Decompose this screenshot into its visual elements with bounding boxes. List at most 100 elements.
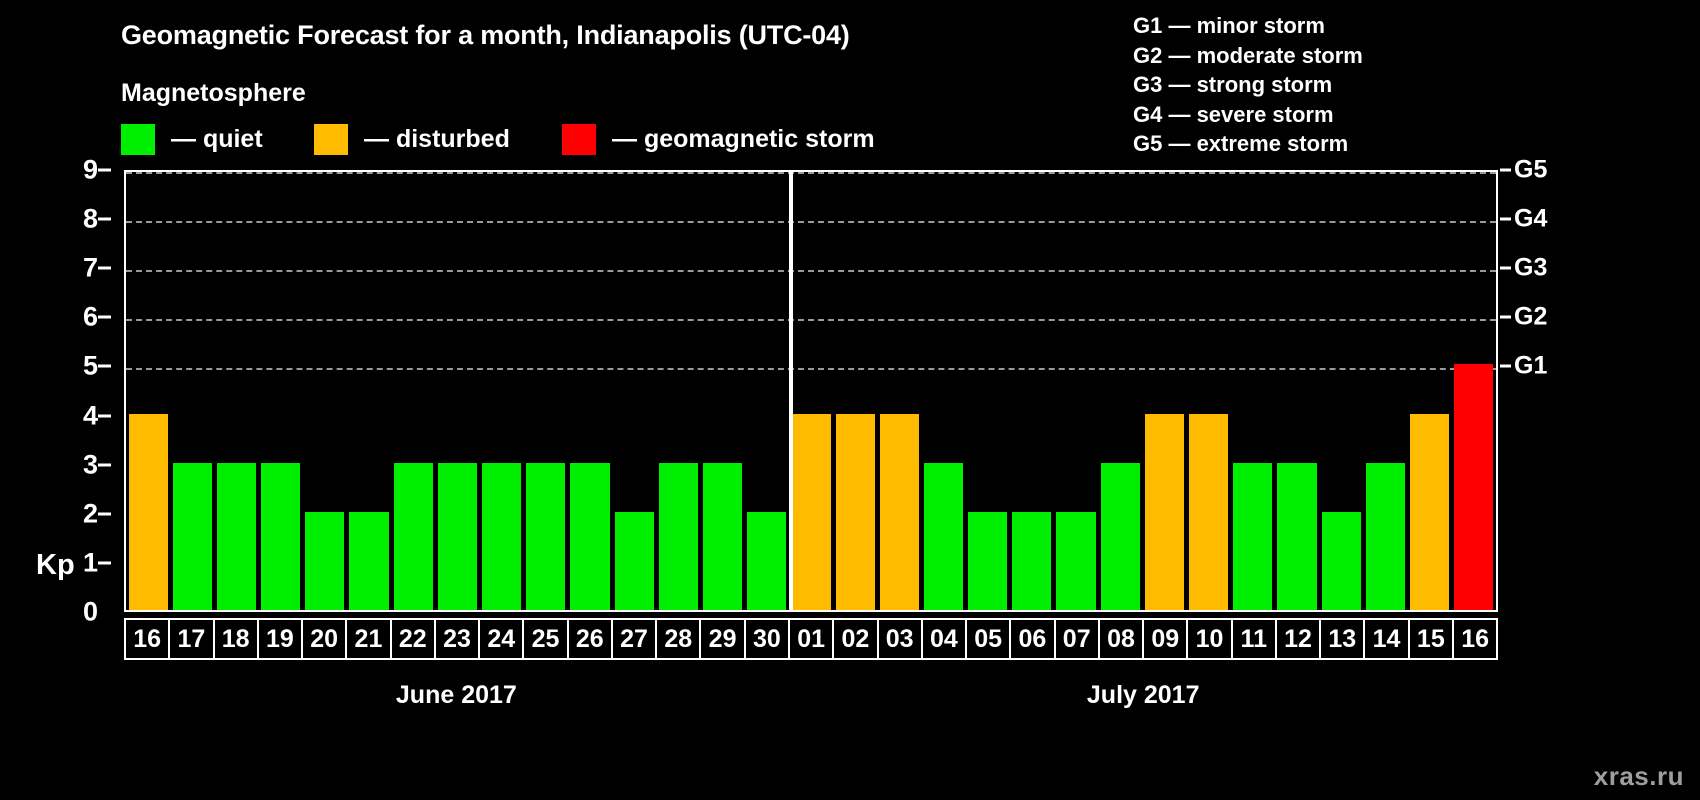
day-label-25[interactable]: 11 xyxy=(1233,620,1277,658)
bar[interactable] xyxy=(879,413,919,610)
bar-cell[interactable] xyxy=(347,172,391,610)
bar-cell[interactable] xyxy=(170,172,214,610)
bar-cell[interactable] xyxy=(303,172,347,610)
day-label-11[interactable]: 27 xyxy=(613,620,658,658)
day-label-2[interactable]: 18 xyxy=(215,620,259,658)
bar-cell[interactable] xyxy=(921,172,965,610)
bar-cell[interactable] xyxy=(700,172,744,610)
bar-cell[interactable] xyxy=(789,172,833,610)
g-tick-mark-G3 xyxy=(1500,266,1511,270)
bar[interactable] xyxy=(791,413,831,610)
bar-cell[interactable] xyxy=(966,172,1010,610)
bar[interactable] xyxy=(614,511,654,610)
day-label-26[interactable]: 12 xyxy=(1277,620,1322,658)
bar[interactable] xyxy=(1144,413,1184,610)
bar-cell[interactable] xyxy=(745,172,789,610)
y-tick-label-8: 8 xyxy=(82,203,98,234)
legend-item-2: — geomagnetic storm xyxy=(562,122,875,156)
bar-cell[interactable] xyxy=(1010,172,1054,610)
bar-cell[interactable] xyxy=(1452,172,1496,610)
bar[interactable] xyxy=(835,413,875,610)
bar-cell[interactable] xyxy=(568,172,612,610)
bar[interactable] xyxy=(1409,413,1450,610)
y-tick-label-7: 7 xyxy=(82,252,98,283)
bar[interactable] xyxy=(305,511,345,610)
bar[interactable] xyxy=(747,511,787,610)
bar[interactable] xyxy=(923,462,964,610)
day-label-5[interactable]: 21 xyxy=(347,620,392,658)
bar-cell[interactable] xyxy=(1363,172,1407,610)
bar[interactable] xyxy=(1233,462,1273,610)
day-label-9[interactable]: 25 xyxy=(524,620,569,658)
y-tick-mark-9 xyxy=(98,168,111,172)
bar-cell[interactable] xyxy=(833,172,877,610)
day-label-22[interactable]: 08 xyxy=(1100,620,1145,658)
day-label-1[interactable]: 17 xyxy=(170,620,215,658)
day-label-8[interactable]: 24 xyxy=(480,620,525,658)
bar[interactable] xyxy=(1012,511,1052,610)
bar[interactable] xyxy=(216,462,257,610)
bar-cell[interactable] xyxy=(877,172,921,610)
day-label-17[interactable]: 03 xyxy=(879,620,923,658)
day-label-13[interactable]: 29 xyxy=(701,620,746,658)
bar-cell[interactable] xyxy=(612,172,656,610)
bar[interactable] xyxy=(172,462,212,610)
bar-cell[interactable] xyxy=(1054,172,1098,610)
bar[interactable] xyxy=(1100,462,1140,610)
bar[interactable] xyxy=(1454,364,1494,610)
bar-cell[interactable] xyxy=(435,172,479,610)
bar-cell[interactable] xyxy=(1231,172,1275,610)
bar[interactable] xyxy=(658,462,698,610)
bar[interactable] xyxy=(1189,413,1229,610)
bar-cell[interactable] xyxy=(126,172,170,610)
day-label-14[interactable]: 30 xyxy=(746,620,790,658)
day-label-23[interactable]: 09 xyxy=(1144,620,1189,658)
day-label-28[interactable]: 14 xyxy=(1365,620,1410,658)
bar-cell[interactable] xyxy=(1275,172,1319,610)
day-label-24[interactable]: 10 xyxy=(1188,620,1233,658)
bar[interactable] xyxy=(261,462,301,610)
bar[interactable] xyxy=(482,462,522,610)
day-label-6[interactable]: 22 xyxy=(392,620,436,658)
bar[interactable] xyxy=(1321,511,1361,610)
day-label-16[interactable]: 02 xyxy=(834,620,879,658)
day-label-19[interactable]: 05 xyxy=(967,620,1012,658)
g-tick-label-G4: G4 xyxy=(1514,204,1548,233)
day-label-27[interactable]: 13 xyxy=(1321,620,1366,658)
bar-cell[interactable] xyxy=(656,172,700,610)
bar[interactable] xyxy=(437,462,477,610)
day-label-20[interactable]: 06 xyxy=(1011,620,1056,658)
month-caption-july: July 2017 xyxy=(1086,681,1200,709)
bar-cell[interactable] xyxy=(1187,172,1231,610)
day-label-3[interactable]: 19 xyxy=(259,620,304,658)
day-label-21[interactable]: 07 xyxy=(1056,620,1100,658)
day-label-4[interactable]: 20 xyxy=(303,620,348,658)
bar-cell[interactable] xyxy=(480,172,524,610)
day-label-7[interactable]: 23 xyxy=(436,620,481,658)
bar-cell[interactable] xyxy=(214,172,258,610)
day-label-29[interactable]: 15 xyxy=(1410,620,1454,658)
day-label-30[interactable]: 16 xyxy=(1461,624,1489,653)
bar-cell[interactable] xyxy=(524,172,568,610)
bar[interactable] xyxy=(1365,462,1405,610)
bar-cell[interactable] xyxy=(391,172,435,610)
bar[interactable] xyxy=(702,462,743,610)
day-label-0[interactable]: 16 xyxy=(126,620,171,658)
bar[interactable] xyxy=(968,511,1008,610)
bar[interactable] xyxy=(128,413,168,610)
bar-cell[interactable] xyxy=(1407,172,1451,610)
bar[interactable] xyxy=(570,462,610,610)
day-label-12[interactable]: 28 xyxy=(657,620,702,658)
day-label-18[interactable]: 04 xyxy=(923,620,968,658)
bar-cell[interactable] xyxy=(1319,172,1363,610)
bar-cell[interactable] xyxy=(1142,172,1186,610)
day-label-10[interactable]: 26 xyxy=(569,620,613,658)
bar-cell[interactable] xyxy=(1098,172,1142,610)
bar-cell[interactable] xyxy=(259,172,303,610)
bar[interactable] xyxy=(1056,511,1096,610)
bar[interactable] xyxy=(526,462,566,610)
bar[interactable] xyxy=(349,511,389,610)
bar[interactable] xyxy=(393,462,433,610)
bar[interactable] xyxy=(1277,462,1317,610)
day-label-15[interactable]: 01 xyxy=(790,620,835,658)
